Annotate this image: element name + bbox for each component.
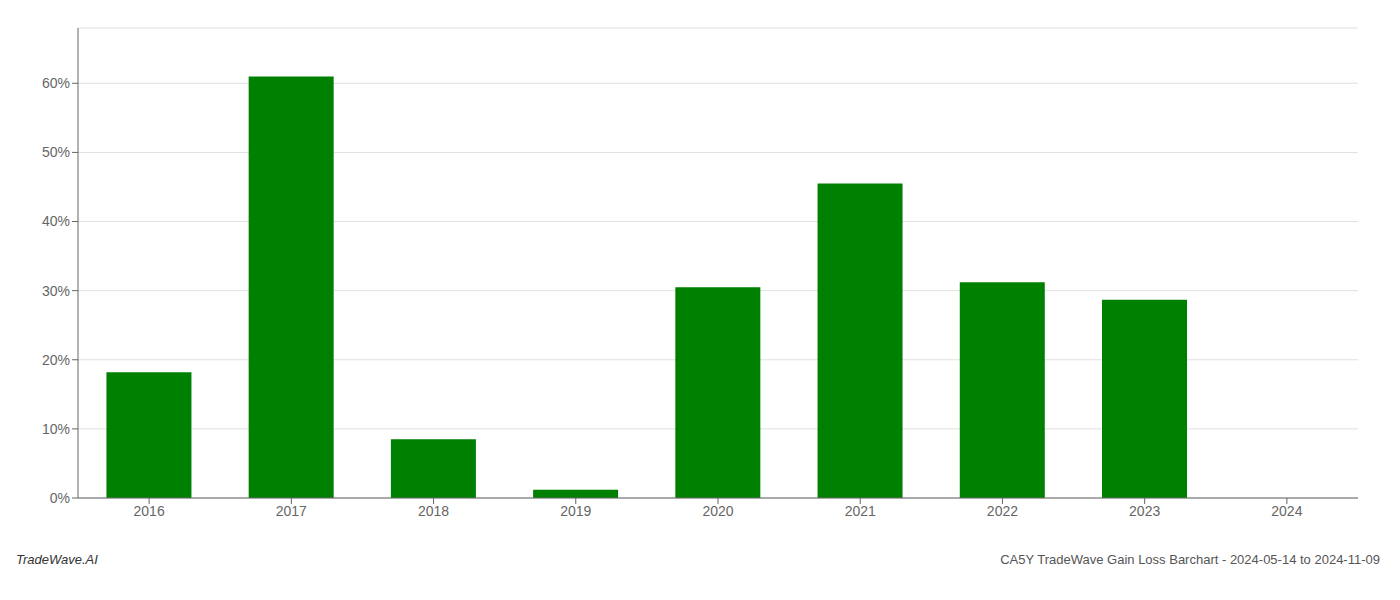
html-text:CA5Y TradeWave Gain Loss Barch: CA5Y TradeWave Gain Loss Barchart - 2024… xyxy=(1000,552,1380,567)
svg-text:2022: 2022 xyxy=(987,503,1018,519)
svg-text:2024: 2024 xyxy=(1271,503,1302,519)
svg-text:30%: 30% xyxy=(42,283,70,299)
svg-text:2016: 2016 xyxy=(134,503,165,519)
svg-text:2019: 2019 xyxy=(560,503,591,519)
svg-text:2017: 2017 xyxy=(276,503,307,519)
svg-text:60%: 60% xyxy=(42,75,70,91)
svg-text:10%: 10% xyxy=(42,421,70,437)
svg-text:2018: 2018 xyxy=(418,503,449,519)
svg-text:20%: 20% xyxy=(42,352,70,368)
svg-text:2021: 2021 xyxy=(845,503,876,519)
html-text:TradeWave.AI: TradeWave.AI xyxy=(16,552,98,567)
svg-text:40%: 40% xyxy=(42,213,70,229)
svg-text:2020: 2020 xyxy=(702,503,733,519)
svg-text:0%: 0% xyxy=(50,490,70,506)
svg-text:2023: 2023 xyxy=(1129,503,1160,519)
svg-text:50%: 50% xyxy=(42,144,70,160)
